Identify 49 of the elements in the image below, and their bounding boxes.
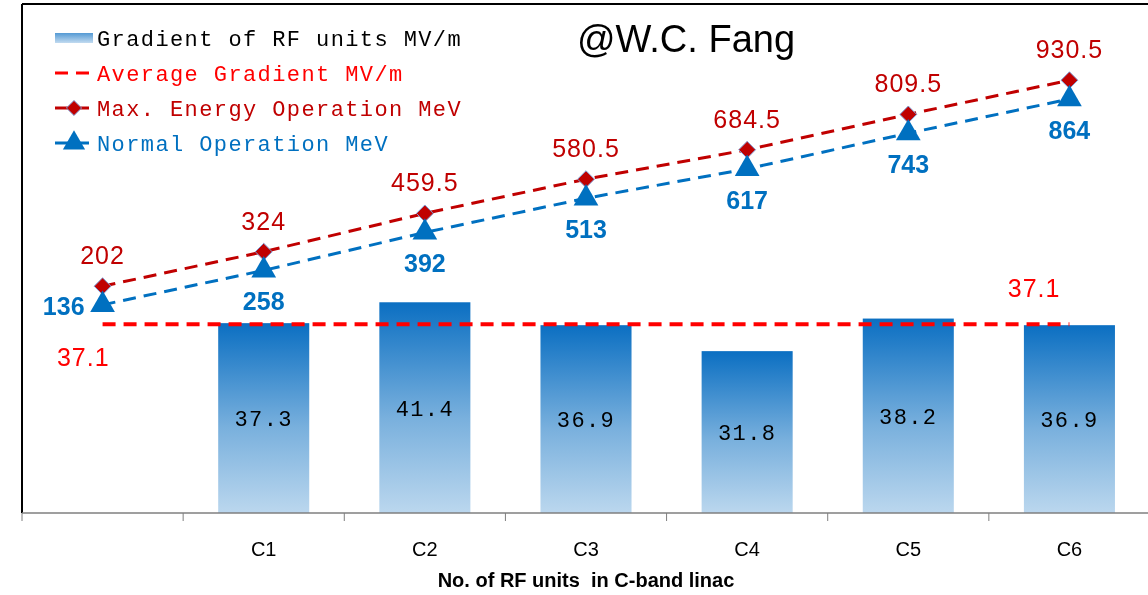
legend-label: Gradient of RF units MV/m [97, 28, 463, 53]
data-label: 809.5 [874, 69, 943, 98]
point [90, 290, 115, 313]
data-label: 258 [242, 287, 285, 316]
x-tick-label: C2 [412, 538, 438, 560]
data-label: 136 [42, 291, 85, 320]
data-label: 37.3 [234, 408, 293, 434]
data-label: 202 [80, 241, 125, 270]
point [1060, 71, 1079, 90]
x-axis-title: No. of RF units in C-band linac [437, 569, 735, 591]
bar [218, 323, 310, 513]
point [577, 170, 595, 189]
bar [379, 302, 471, 513]
x-tick-label: C6 [1056, 538, 1083, 560]
data-label: 459.5 [391, 168, 459, 197]
bar [862, 318, 954, 513]
data-label: 31.8 [717, 422, 777, 448]
data-label: 684.5 [713, 104, 781, 133]
chart-title: @W.C. Fang [576, 18, 796, 60]
data-label: 41.4 [395, 397, 455, 423]
data-label: 37.1 [56, 343, 110, 372]
point [738, 140, 757, 159]
x-tick-label: C5 [895, 538, 922, 560]
point [415, 204, 434, 223]
bar [540, 325, 632, 513]
data-label: 324 [241, 206, 287, 235]
legend-label: Max. Energy Operation MeV [97, 98, 463, 123]
point [899, 105, 918, 124]
data-label: 580.5 [552, 134, 620, 163]
data-label: 743 [887, 150, 930, 179]
data-label: 930.5 [1035, 35, 1104, 64]
data-label: 38.2 [879, 405, 938, 431]
data-label: 36.9 [556, 409, 616, 435]
data-label: 36.9 [1040, 409, 1099, 435]
data-label: 513 [565, 215, 607, 244]
data-label: 617 [726, 185, 768, 214]
point [251, 256, 277, 278]
data-label: 864 [1048, 116, 1091, 145]
bar [1023, 325, 1115, 513]
legend-label: Normal Operation MeV [97, 133, 390, 158]
legend-label: Average Gradient MV/m [97, 63, 404, 88]
data-label: 37.1 [1007, 274, 1061, 303]
data-label: 392 [404, 249, 446, 278]
point [412, 218, 438, 240]
x-tick-label: C1 [250, 538, 277, 560]
x-tick-label: C4 [734, 538, 760, 560]
bar [701, 351, 793, 513]
point [573, 184, 599, 206]
x-tick-label: C3 [573, 538, 599, 560]
